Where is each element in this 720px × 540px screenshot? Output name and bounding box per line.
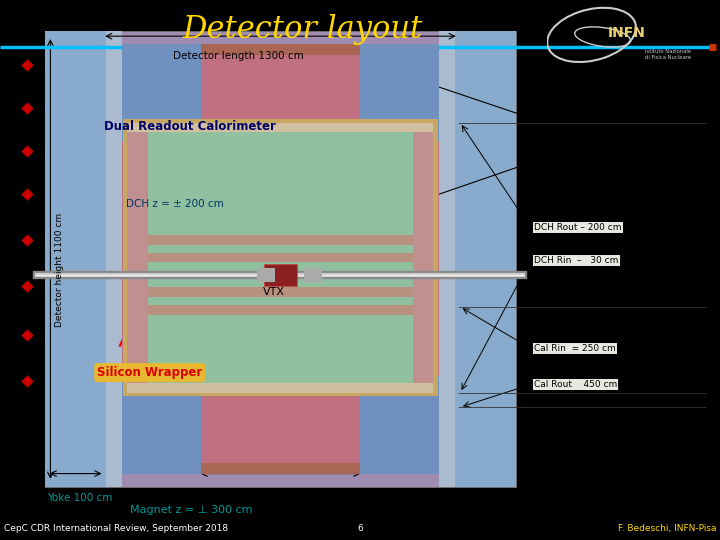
Text: Dual Readout Calorimeter: Dual Readout Calorimeter: [104, 120, 276, 133]
Bar: [45, 31, 106, 487]
Bar: [127, 123, 148, 393]
Text: Yoke 100 cm: Yoke 100 cm: [47, 493, 112, 503]
Bar: [439, 31, 455, 487]
Bar: [148, 305, 413, 315]
Bar: [201, 463, 360, 474]
Bar: [123, 119, 438, 396]
Text: Silicon Wrapper: Silicon Wrapper: [97, 366, 202, 379]
Bar: [127, 383, 433, 393]
Text: Detector height 1100 cm: Detector height 1100 cm: [55, 213, 63, 327]
Text: DCH z = ± 200 cm: DCH z = ± 200 cm: [126, 199, 224, 209]
Bar: [45, 31, 516, 487]
Text: VTX: VTX: [263, 287, 284, 296]
Bar: [148, 287, 413, 297]
Text: Preshower: Preshower: [536, 102, 598, 114]
Bar: [45, 31, 516, 487]
Text: Cal Rout    450 cm: Cal Rout 450 cm: [534, 380, 618, 389]
Text: F. Bedeschi, INFN-Pisa: F. Bedeschi, INFN-Pisa: [618, 524, 716, 532]
Bar: [122, 44, 201, 141]
Bar: [127, 123, 433, 132]
Bar: [257, 268, 275, 282]
Bar: [304, 268, 322, 282]
Bar: [201, 44, 360, 55]
Bar: [455, 31, 516, 487]
Bar: [264, 264, 297, 286]
Bar: [122, 44, 439, 474]
Bar: [127, 123, 433, 393]
Bar: [148, 253, 413, 262]
Bar: [413, 123, 433, 393]
Text: DCH Rin  –   30 cm: DCH Rin – 30 cm: [534, 256, 618, 265]
Bar: [360, 44, 439, 141]
Bar: [122, 376, 201, 474]
Text: Magnet z = ⊥ 300 cm: Magnet z = ⊥ 300 cm: [130, 505, 252, 515]
Text: CepC CDR International Review, September 2018: CepC CDR International Review, September…: [4, 524, 228, 532]
Bar: [148, 235, 413, 245]
Text: Cal Rin  = 250 cm: Cal Rin = 250 cm: [534, 344, 616, 353]
Bar: [360, 376, 439, 474]
Text: INFN: INFN: [608, 26, 645, 40]
Text: Istituto Nazionale
di Fisica Nucleare: Istituto Nazionale di Fisica Nucleare: [645, 49, 691, 60]
Text: Detector length 1300 cm: Detector length 1300 cm: [173, 51, 304, 61]
Text: 6: 6: [357, 524, 363, 532]
Text: Detector layout: Detector layout: [182, 14, 423, 45]
Bar: [106, 31, 122, 487]
Text: DCH Rout – 200 cm: DCH Rout – 200 cm: [534, 224, 622, 232]
